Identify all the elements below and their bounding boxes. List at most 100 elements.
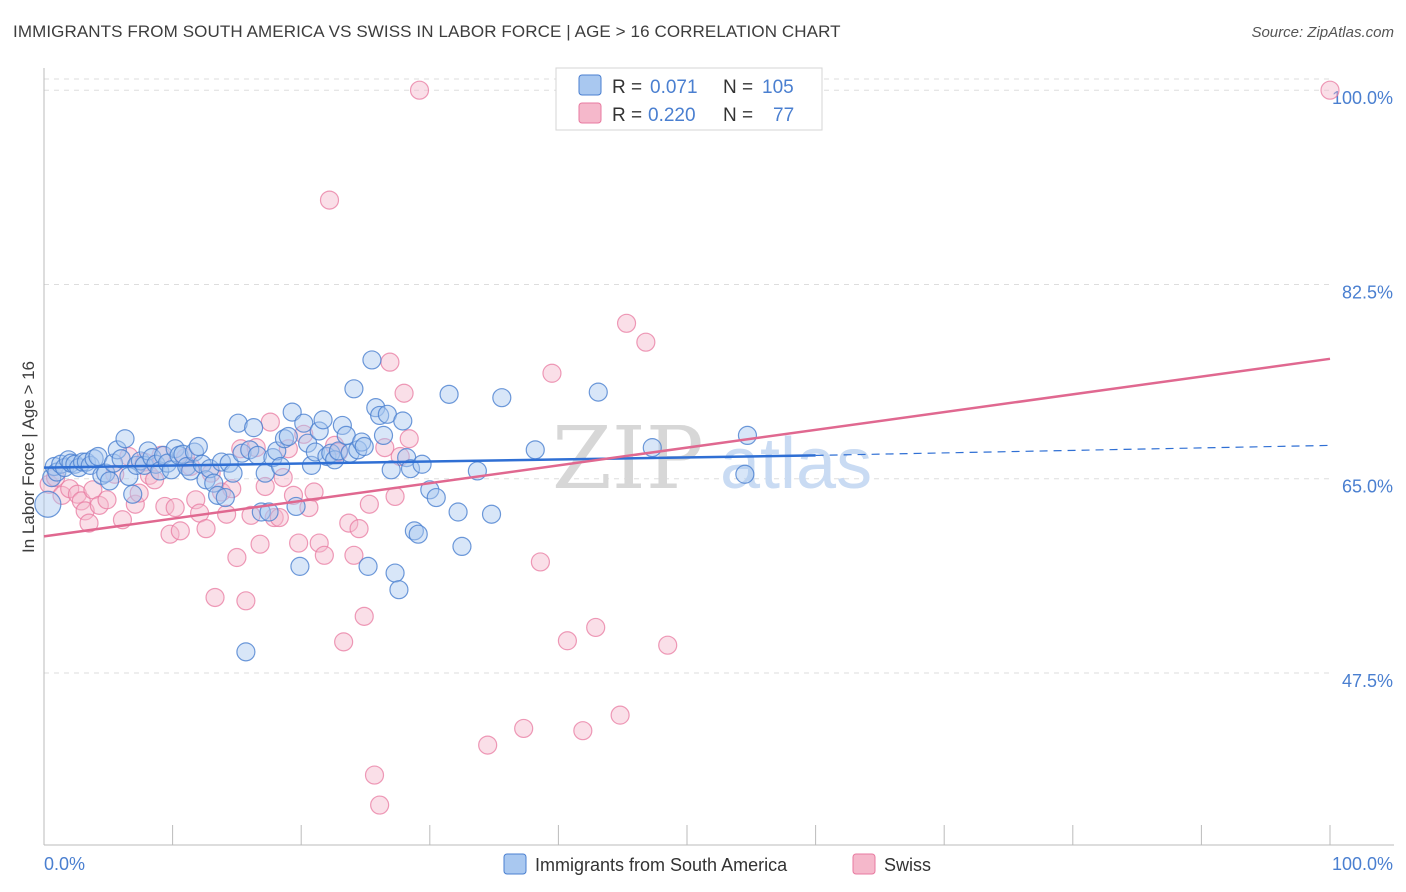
south-america-point xyxy=(370,405,390,426)
y-tick-label: 100.0% xyxy=(1332,88,1393,108)
south-america-point xyxy=(525,440,545,460)
legend-r-label-pink: R = xyxy=(612,105,642,126)
south-america-point xyxy=(115,429,135,449)
swiss-point xyxy=(370,795,390,815)
y-tick-label: 47.5% xyxy=(1342,671,1393,691)
swiss-point xyxy=(260,412,280,432)
south-america-point xyxy=(481,504,502,524)
swiss-point xyxy=(217,504,237,524)
swiss-point xyxy=(314,545,334,565)
swiss-point xyxy=(364,765,385,785)
swiss-point xyxy=(557,631,578,651)
trend-line-south-america-extension xyxy=(815,444,1331,456)
swiss-point xyxy=(289,533,309,553)
swiss-point xyxy=(514,718,534,739)
legend-n-label-blue: N = xyxy=(723,77,753,98)
trend-line-swiss xyxy=(43,357,1331,538)
legend-series-swiss: Swiss xyxy=(884,855,931,875)
south-america-point xyxy=(259,502,279,522)
legend-n-value-blue: 105 xyxy=(762,77,794,98)
south-america-point xyxy=(408,524,428,544)
swiss-point xyxy=(227,547,247,568)
swiss-point xyxy=(636,332,656,352)
swiss-point xyxy=(344,545,364,565)
x-tick-label-max: 100.0% xyxy=(1332,854,1393,874)
swiss-point xyxy=(79,513,99,533)
south-america-point xyxy=(211,452,232,472)
swiss-point xyxy=(399,429,419,449)
correlation-legend: R = 0.071 N = 105 R = 0.220 N = 77 xyxy=(555,67,823,131)
legend-n-value-pink: 77 xyxy=(773,105,794,126)
swiss-point xyxy=(241,505,261,525)
swiss-point xyxy=(478,735,498,755)
swiss-point xyxy=(334,632,354,652)
south-america-point xyxy=(420,480,440,500)
south-america-point xyxy=(452,536,472,557)
south-america-point xyxy=(219,453,239,473)
x-tick-label-min: 0.0% xyxy=(44,854,85,874)
swiss-point xyxy=(255,476,275,497)
y-axis-title: In Labor Force | Age > 16 xyxy=(19,361,38,553)
south-america-point xyxy=(290,556,310,576)
south-america-point xyxy=(228,413,248,433)
swiss-point xyxy=(586,617,606,638)
legend-r-label-blue: R = xyxy=(612,77,642,98)
swiss-point xyxy=(380,352,400,372)
swiss-point xyxy=(250,534,270,554)
south-america-point xyxy=(328,441,349,461)
south-america-point xyxy=(344,379,364,399)
swiss-point xyxy=(349,519,369,539)
series-legend: Immigrants from South America Swiss xyxy=(503,853,931,875)
south-america-point xyxy=(123,484,143,504)
south-america-point xyxy=(426,487,446,508)
swiss-point xyxy=(309,533,329,553)
swiss-point xyxy=(616,313,637,333)
south-america-point xyxy=(34,490,62,518)
south-america-point xyxy=(389,580,409,600)
swiss-point xyxy=(359,494,379,514)
south-america-point xyxy=(313,410,333,430)
y-tick-labels: 47.5% 65.0% 82.5% 100.0% xyxy=(1332,88,1393,691)
legend-swatch-pink xyxy=(578,102,602,124)
swiss-point xyxy=(52,485,72,505)
legend-r-value-blue: 0.071 xyxy=(650,77,698,98)
trend-lines xyxy=(43,357,1331,538)
swiss-point xyxy=(283,485,304,505)
swiss-point xyxy=(339,513,359,533)
south-america-point xyxy=(208,485,228,505)
legend-swatch-south-america xyxy=(503,853,527,875)
south-america-point xyxy=(393,411,413,431)
swiss-point xyxy=(273,467,293,488)
south-america-point xyxy=(735,464,755,484)
south-america-point xyxy=(448,502,468,522)
swiss-point xyxy=(1320,80,1340,100)
south-america-point xyxy=(294,413,314,433)
south-america-point xyxy=(358,556,378,576)
south-america-point xyxy=(381,460,401,480)
south-america-point xyxy=(588,382,608,402)
swiss-point xyxy=(75,501,95,521)
south-america-point xyxy=(215,487,235,508)
south-america-point xyxy=(204,473,224,493)
south-america-point xyxy=(373,425,394,446)
watermark-atlas: atlas xyxy=(720,424,872,504)
y-tick-label: 82.5% xyxy=(1342,282,1393,302)
south-america-point xyxy=(737,425,758,446)
swiss-point xyxy=(160,524,180,544)
grid-lines xyxy=(44,78,1330,674)
chart-title: IMMIGRANTS FROM SOUTH AMERICA VS SWISS I… xyxy=(13,22,841,41)
swiss-point xyxy=(170,521,190,541)
south-america-point xyxy=(439,384,459,404)
south-america-point xyxy=(362,350,382,370)
legend-series-south-america: Immigrants from South America xyxy=(535,855,788,875)
swiss-point xyxy=(165,497,185,518)
swiss-point xyxy=(269,507,289,528)
south-america-point xyxy=(400,459,421,479)
swiss-point xyxy=(354,606,374,626)
south-america-point xyxy=(223,463,243,483)
swiss-point xyxy=(542,363,562,383)
south-america-point xyxy=(278,426,298,447)
swiss-point xyxy=(205,587,225,608)
y-tick-label: 65.0% xyxy=(1342,477,1393,497)
